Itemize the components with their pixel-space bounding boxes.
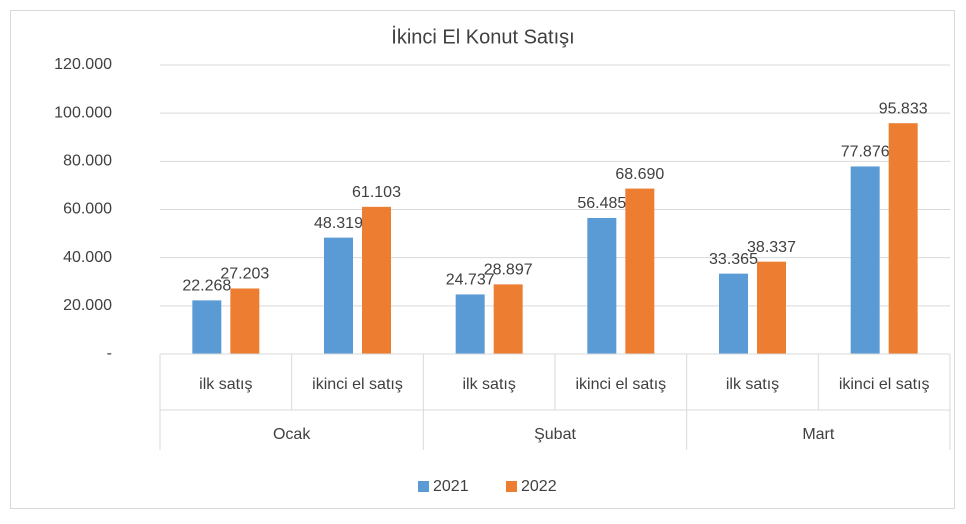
y-tick-label: 120.000	[54, 56, 112, 73]
data-label: 38.337	[747, 239, 796, 256]
bar	[493, 284, 523, 354]
bar	[850, 166, 880, 354]
x-tick-label: ikinci el satış	[575, 376, 666, 393]
data-label: 22.268	[182, 278, 231, 295]
bar	[192, 300, 222, 354]
data-label: 33.365	[709, 251, 758, 268]
x-tick-label: ikinci el satış	[839, 376, 930, 393]
chart-title: İkinci El Konut Satışı	[391, 25, 574, 48]
bar	[625, 188, 655, 354]
y-tick-label: 100.000	[54, 104, 112, 121]
group-label: Şubat	[534, 426, 576, 443]
data-label: 61.103	[352, 184, 401, 201]
bar	[455, 294, 485, 354]
x-tick-label: ilk satış	[199, 376, 252, 393]
bar	[324, 237, 353, 354]
y-tick-label: 60.000	[63, 201, 112, 218]
legend-label: 2022	[521, 478, 557, 495]
y-tick-label: -	[107, 345, 112, 362]
legend-swatch	[418, 481, 429, 492]
data-label: 28.897	[484, 262, 533, 279]
bar	[888, 123, 918, 354]
bar	[230, 288, 260, 354]
data-label: 77.876	[841, 144, 890, 161]
bar	[362, 206, 391, 354]
data-label: 27.203	[220, 266, 269, 283]
data-label: 48.319	[314, 215, 363, 232]
y-tick-label: 40.000	[63, 249, 112, 266]
data-label: 24.737	[446, 272, 495, 289]
x-tick-label: ilk satış	[726, 376, 779, 393]
bar	[719, 273, 748, 354]
x-tick-label: ikinci el satış	[312, 376, 403, 393]
data-label: 56.485	[577, 195, 626, 212]
group-label: Ocak	[273, 426, 311, 443]
chart-border	[10, 10, 955, 509]
data-label: 68.690	[615, 166, 664, 183]
data-label: 95.833	[879, 100, 928, 117]
y-tick-label: 20.000	[63, 297, 112, 314]
y-tick-label: 80.000	[63, 153, 112, 170]
bar	[587, 217, 617, 354]
x-tick-label: ilk satış	[462, 376, 515, 393]
group-label: Mart	[802, 426, 835, 443]
legend-swatch	[506, 481, 517, 492]
legend-label: 2021	[433, 478, 469, 495]
bar	[757, 261, 786, 354]
